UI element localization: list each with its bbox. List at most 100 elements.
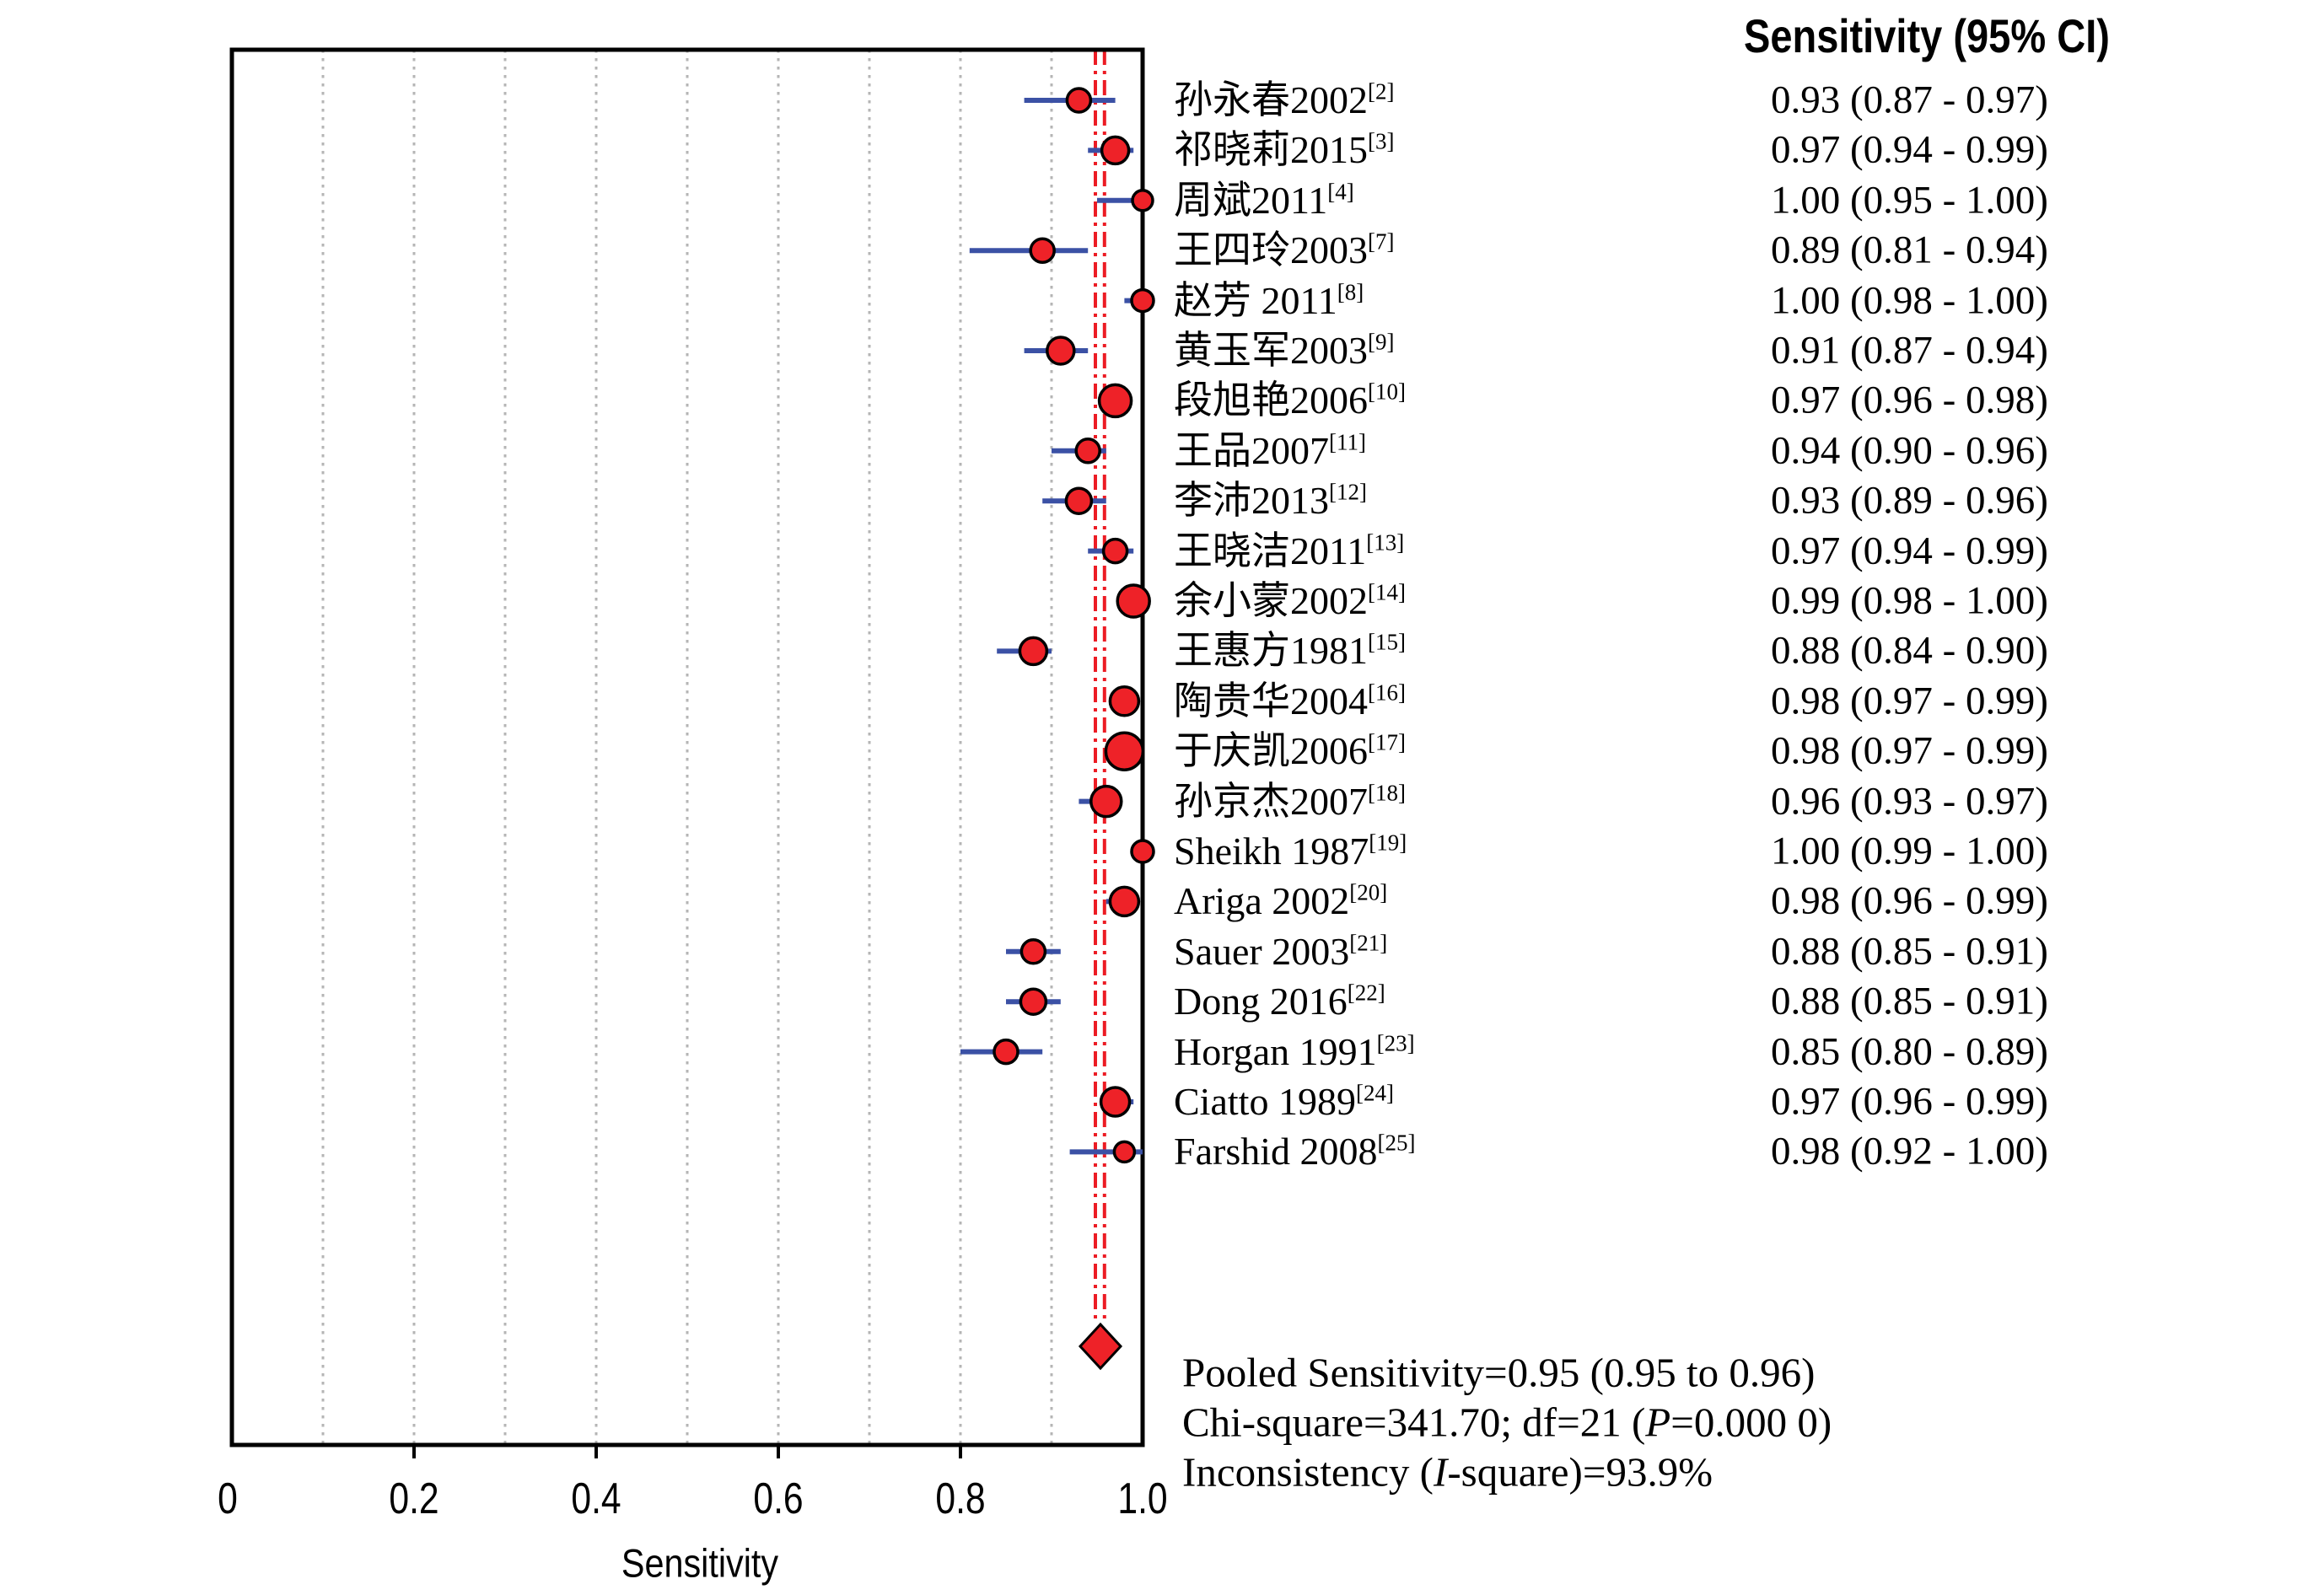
study-label: Horgan 1991[23] (1174, 1029, 1415, 1073)
ci-value-text: 1.00 (0.95 - 1.00) (1771, 178, 2048, 223)
ci-value-text: 0.97 (0.96 - 0.98) (1771, 378, 2048, 422)
summary-text: =0.000 0) (1670, 1399, 1832, 1446)
summary-text: Pooled Sensitivity=0.95 (0.95 to 0.96) (1182, 1349, 1816, 1396)
study-reference-superscript: [25] (1377, 1130, 1416, 1157)
study-label: 赵芳 2011[8] (1174, 278, 1364, 322)
ci-value-text: 0.96 (0.93 - 0.97) (1771, 779, 2048, 824)
ci-value-text: 0.93 (0.89 - 0.96) (1771, 478, 2048, 523)
italic-symbol-text: P (1645, 1399, 1671, 1446)
study-marker (1108, 885, 1141, 918)
study-reference-superscript: [18] (1368, 780, 1406, 806)
study-reference-superscript: [21] (1349, 930, 1388, 956)
study-reference-superscript: [24] (1355, 1080, 1394, 1106)
ci-value-text: 0.89 (0.81 - 0.94) (1771, 228, 2048, 272)
study-label: 周斌2011[4] (1174, 178, 1354, 222)
study-name-text: 王品2007 (1174, 428, 1329, 472)
study-name-text: 陶贵华2004 (1174, 679, 1368, 722)
study-name-text: 王晓洁2011 (1174, 529, 1367, 572)
ci-value-text: 0.88 (0.85 - 0.91) (1771, 929, 2048, 974)
study-name-text: Dong 2016 (1174, 980, 1348, 1023)
study-marker (1112, 1140, 1137, 1164)
ci-value-text: 0.97 (0.94 - 0.99) (1771, 529, 2048, 573)
study-name-text: 余小蒙2002 (1174, 579, 1368, 622)
plot-frame (229, 47, 1145, 1447)
study-name-text: Ariga 2002 (1174, 879, 1350, 923)
ci-value-text: 0.91 (0.87 - 0.94) (1771, 328, 2048, 373)
x-axis-tick-label: 0 (218, 1474, 238, 1523)
x-axis-title: Sensitivity (621, 1540, 779, 1586)
study-label: Ciatto 1989[24] (1174, 1082, 1394, 1121)
ci-value-text: 0.94 (0.90 - 0.96) (1771, 428, 2048, 473)
study-reference-superscript: [22] (1347, 980, 1385, 1006)
study-marker (1130, 287, 1155, 314)
ci-column-header: Sensitivity (95% CI) (1744, 9, 2110, 62)
pooled-diamond (1078, 1322, 1123, 1371)
study-label: 王品2007[11] (1174, 428, 1366, 472)
study-marker (1130, 839, 1155, 864)
summary-stat-line: Chi-square=341.70; df=21 (P=0.000 0) (1182, 1402, 1832, 1443)
study-label: Farshid 2008[25] (1174, 1132, 1415, 1171)
study-marker (1029, 237, 1056, 264)
study-reference-superscript: [11] (1329, 429, 1366, 455)
study-label: 陶贵华2004[16] (1174, 679, 1406, 722)
study-name-text: Sauer 2003 (1174, 929, 1350, 973)
study-reference-superscript: [17] (1368, 729, 1406, 755)
x-axis-tick-label: 0.4 (571, 1474, 621, 1523)
ci-value-text: 0.98 (0.92 - 1.00) (1771, 1129, 2048, 1173)
study-name-text: Horgan 1991 (1174, 1029, 1377, 1073)
study-reference-superscript: [15] (1368, 630, 1406, 656)
study-marker (993, 1038, 1019, 1066)
summary-text: -square)=93.9% (1447, 1448, 1713, 1496)
ci-value-text: 0.85 (0.80 - 0.89) (1771, 1029, 2048, 1074)
study-marker (1108, 685, 1141, 717)
study-name-text: 孙永春2002 (1174, 78, 1368, 121)
ci-value-text: 0.99 (0.98 - 1.00) (1771, 578, 2048, 623)
study-label: Sheikh 1987[19] (1174, 831, 1407, 871)
study-marker (1089, 784, 1123, 819)
study-marker (1074, 438, 1101, 465)
italic-symbol-text: I (1434, 1448, 1448, 1496)
study-name-text: 李沛2013 (1174, 479, 1329, 523)
study-marker (1101, 537, 1129, 565)
study-name-text: 王四玲2003 (1174, 228, 1368, 272)
study-reference-superscript: [23] (1376, 1030, 1415, 1056)
study-marker (1064, 486, 1094, 515)
ci-value-text: 0.97 (0.96 - 0.99) (1771, 1079, 2048, 1124)
study-reference-superscript: [16] (1368, 679, 1406, 706)
study-label: 孙京杰2007[18] (1174, 780, 1406, 821)
study-reference-superscript: [9] (1368, 329, 1395, 355)
study-name-text: 祁晓莉2015 (1174, 128, 1368, 172)
study-reference-superscript: [14] (1368, 579, 1406, 605)
ci-value-text: 0.88 (0.85 - 0.91) (1771, 979, 2048, 1023)
study-label: 于庆凯2006[17] (1174, 729, 1406, 771)
study-marker (1046, 336, 1076, 366)
study-label: 李沛2013[12] (1174, 481, 1367, 520)
study-reference-superscript: [20] (1349, 880, 1388, 906)
study-reference-superscript: [12] (1329, 479, 1367, 505)
ci-value-text: 1.00 (0.98 - 1.00) (1771, 278, 2048, 323)
study-marker (1065, 87, 1093, 114)
study-reference-superscript: [7] (1368, 228, 1395, 255)
x-axis-tick-label: 0.2 (389, 1474, 439, 1523)
ci-value-text: 0.98 (0.97 - 0.99) (1771, 679, 2048, 723)
study-marker (1100, 135, 1131, 166)
study-marker (1019, 938, 1047, 965)
x-axis-tick-label: 0.6 (753, 1474, 804, 1523)
study-marker (1099, 1086, 1132, 1118)
summary-text: Inconsistency ( (1182, 1448, 1434, 1496)
summary-text: Chi-square=341.70; df=21 ( (1182, 1399, 1646, 1446)
study-marker (1018, 636, 1049, 667)
summary-stat-line: Inconsistency (I-square)=93.9% (1182, 1452, 1713, 1493)
study-name-text: Ciatto 1989 (1174, 1080, 1356, 1123)
study-name-text: 黄玉军2003 (1174, 329, 1368, 372)
x-axis-tick-label: 0.8 (935, 1474, 986, 1523)
study-label: Dong 2016[22] (1174, 980, 1385, 1023)
study-name-text: 赵芳 2011 (1174, 278, 1337, 322)
study-label: Ariga 2002[20] (1174, 882, 1387, 921)
study-label: 祁晓莉2015[3] (1174, 131, 1394, 169)
study-name-text: 周斌2011 (1174, 178, 1328, 222)
study-label: 王晓洁2011[13] (1174, 529, 1404, 572)
study-name-text: 王惠方1981 (1174, 629, 1368, 673)
study-label: 王四玲2003[7] (1174, 228, 1395, 272)
